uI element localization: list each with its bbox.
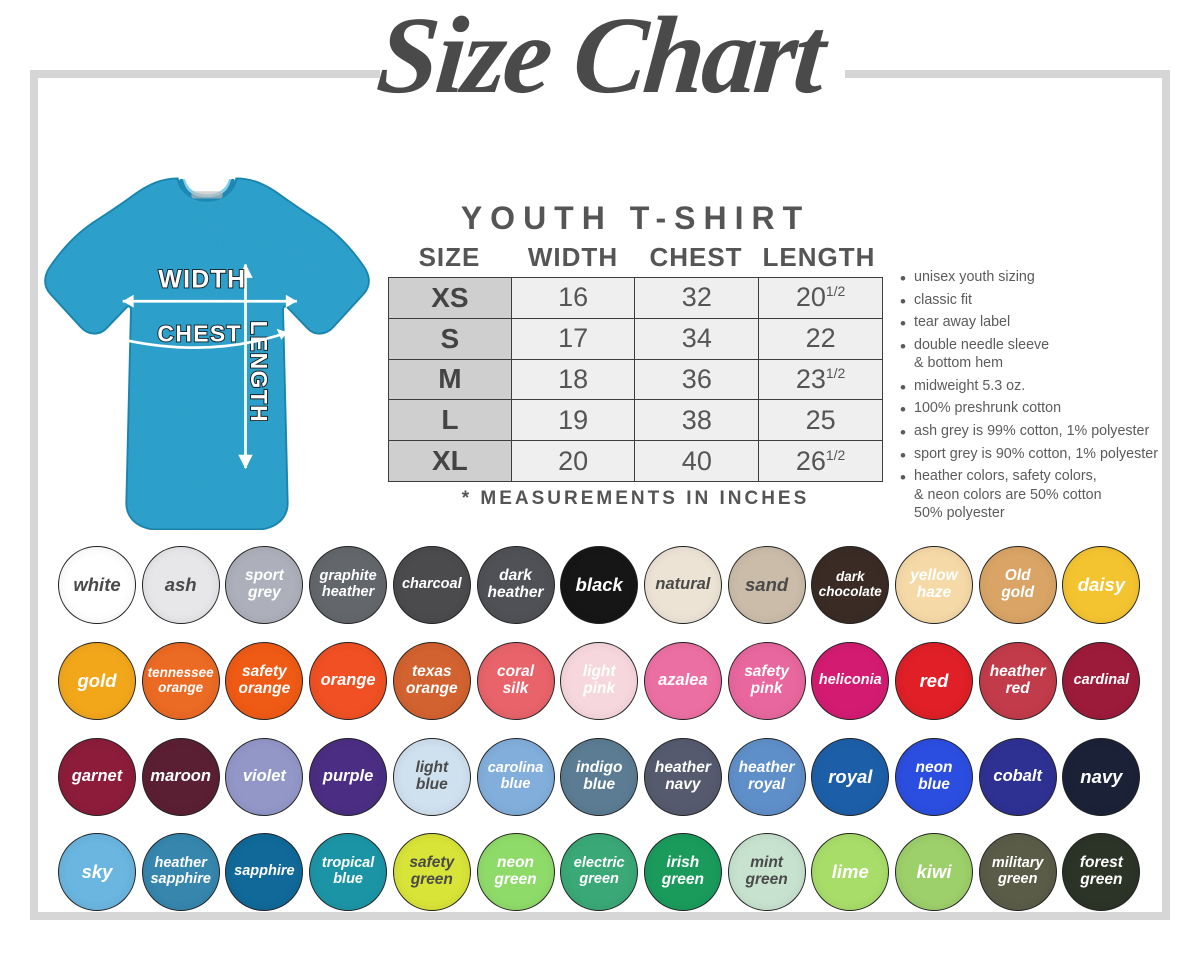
- svg-text:LENGTH: LENGTH: [246, 321, 272, 423]
- svg-text:CHEST: CHEST: [157, 321, 242, 347]
- svg-text:WIDTH: WIDTH: [158, 266, 246, 293]
